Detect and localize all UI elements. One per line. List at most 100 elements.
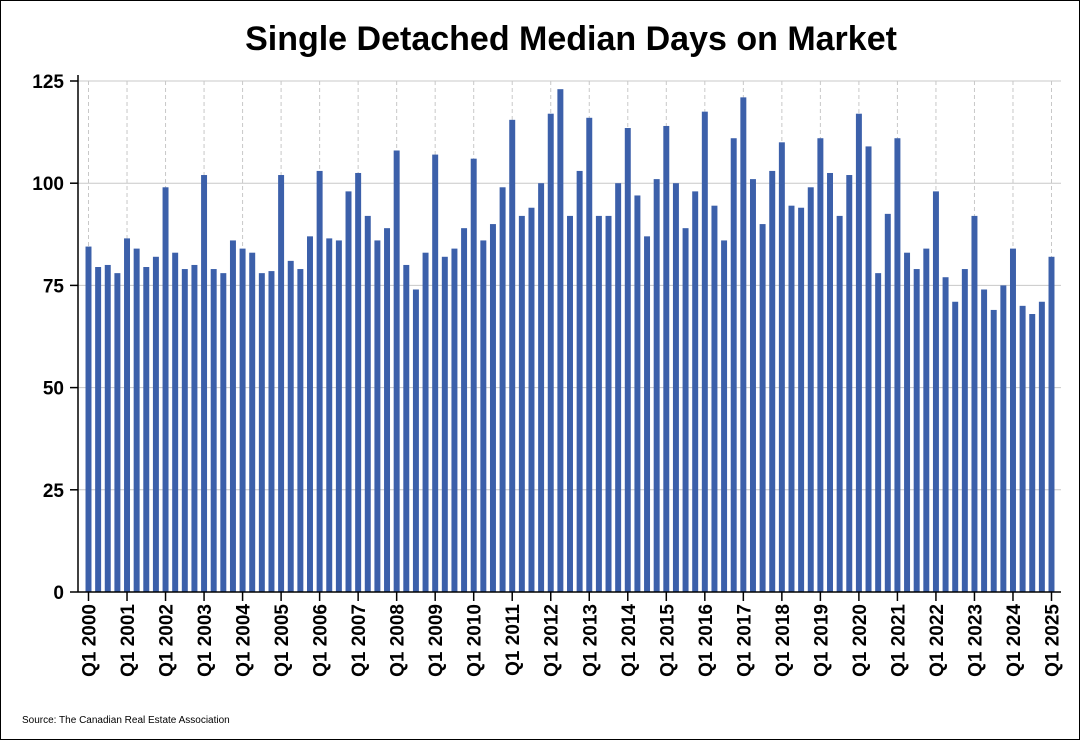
bar bbox=[374, 240, 381, 592]
bar bbox=[172, 252, 179, 593]
bar bbox=[489, 224, 496, 592]
bar bbox=[855, 113, 862, 592]
x-tick-label: Q1 2021 bbox=[888, 604, 909, 677]
bar bbox=[672, 183, 679, 592]
bar bbox=[701, 111, 708, 592]
bar bbox=[316, 170, 323, 592]
bar bbox=[749, 179, 756, 592]
bar bbox=[807, 187, 814, 592]
bar bbox=[307, 236, 313, 592]
bar bbox=[412, 289, 419, 592]
bar bbox=[403, 264, 410, 592]
bar bbox=[932, 191, 939, 592]
bar bbox=[162, 187, 169, 592]
bar bbox=[557, 89, 564, 593]
bar bbox=[143, 267, 150, 592]
y-axis-ticks: 0 25 50 75 100 125 bbox=[32, 72, 78, 604]
bar bbox=[653, 179, 660, 592]
x-axis-ticks: Q1 2000 Q1 2001 Q1 2002 Q1 2003 Q1 2004 Q1 20… bbox=[80, 592, 1064, 677]
bar bbox=[287, 260, 294, 592]
bar bbox=[499, 187, 506, 592]
x-tick-label: Q1 2002 bbox=[157, 604, 178, 677]
bar bbox=[682, 228, 689, 592]
bar bbox=[644, 236, 651, 592]
x-tick-label: Q1 2013 bbox=[580, 604, 601, 677]
bar bbox=[104, 264, 111, 592]
bar bbox=[971, 215, 978, 593]
bar bbox=[345, 191, 352, 592]
bar bbox=[981, 289, 988, 592]
bar bbox=[480, 240, 487, 592]
bar bbox=[1000, 285, 1007, 592]
x-tick-label: Q1 2020 bbox=[850, 604, 871, 677]
x-tick-label: Q1 2009 bbox=[426, 604, 447, 677]
x-tick-label: Q1 2016 bbox=[696, 604, 717, 677]
bar bbox=[229, 240, 236, 592]
bar bbox=[432, 154, 439, 593]
bar bbox=[692, 191, 699, 592]
bar bbox=[355, 172, 362, 593]
x-tick-label: Q1 2015 bbox=[657, 604, 678, 677]
bar bbox=[181, 269, 188, 592]
bar bbox=[335, 240, 342, 592]
bar bbox=[894, 138, 901, 592]
bar bbox=[942, 277, 949, 592]
bar bbox=[586, 117, 593, 593]
bar bbox=[913, 269, 920, 592]
bar bbox=[95, 267, 102, 592]
bar bbox=[258, 273, 265, 592]
bar bbox=[567, 215, 573, 593]
y-tick-label: 25 bbox=[43, 481, 65, 502]
x-tick-label: Q1 2005 bbox=[272, 604, 293, 677]
bar bbox=[547, 113, 554, 592]
bar bbox=[518, 215, 525, 593]
x-tick-label: Q1 2014 bbox=[619, 604, 640, 677]
x-tick-label: Q1 2007 bbox=[349, 604, 370, 677]
bar bbox=[85, 246, 92, 592]
bar bbox=[817, 138, 824, 592]
bar bbox=[393, 150, 400, 592]
bar bbox=[1029, 314, 1036, 592]
bar bbox=[615, 183, 622, 592]
bar bbox=[297, 269, 304, 592]
bar bbox=[884, 213, 891, 593]
bar bbox=[239, 248, 246, 592]
bar bbox=[730, 138, 737, 592]
x-tick-label: Q1 2000 bbox=[80, 604, 101, 677]
bar bbox=[114, 273, 121, 592]
bar bbox=[249, 252, 256, 593]
y-tick-label: 100 bbox=[32, 174, 64, 195]
bar bbox=[326, 238, 333, 592]
bar bbox=[441, 256, 448, 592]
bar bbox=[634, 195, 641, 593]
y-tick-label: 125 bbox=[32, 72, 64, 93]
bars bbox=[85, 89, 1055, 593]
bar bbox=[711, 205, 718, 592]
bar bbox=[740, 97, 747, 593]
bar bbox=[1038, 301, 1045, 592]
bar bbox=[663, 125, 670, 592]
bar bbox=[124, 238, 131, 592]
bar bbox=[778, 142, 785, 592]
x-tick-label: Q1 2018 bbox=[773, 604, 794, 677]
bar bbox=[952, 301, 959, 592]
source-note: Source: The Canadian Real Estate Associa… bbox=[22, 715, 230, 726]
x-tick-label: Q1 2019 bbox=[811, 604, 832, 677]
bar bbox=[865, 146, 872, 592]
bar bbox=[759, 224, 766, 592]
x-tick-label: Q1 2023 bbox=[965, 604, 986, 677]
x-tick-label: Q1 2011 bbox=[503, 604, 524, 676]
bar bbox=[461, 228, 468, 592]
x-tick-label: Q1 2003 bbox=[195, 604, 216, 677]
bar bbox=[538, 183, 545, 592]
x-tick-label: Q1 2012 bbox=[542, 604, 563, 677]
x-tick-label: Q1 2025 bbox=[1043, 604, 1064, 677]
bar bbox=[798, 207, 805, 592]
x-tick-label: Q1 2008 bbox=[388, 604, 409, 677]
bar bbox=[201, 175, 208, 593]
x-tick-label: Q1 2010 bbox=[465, 604, 486, 677]
bar bbox=[827, 172, 833, 593]
bar bbox=[384, 228, 391, 592]
bar bbox=[220, 273, 227, 592]
bar bbox=[528, 207, 535, 592]
